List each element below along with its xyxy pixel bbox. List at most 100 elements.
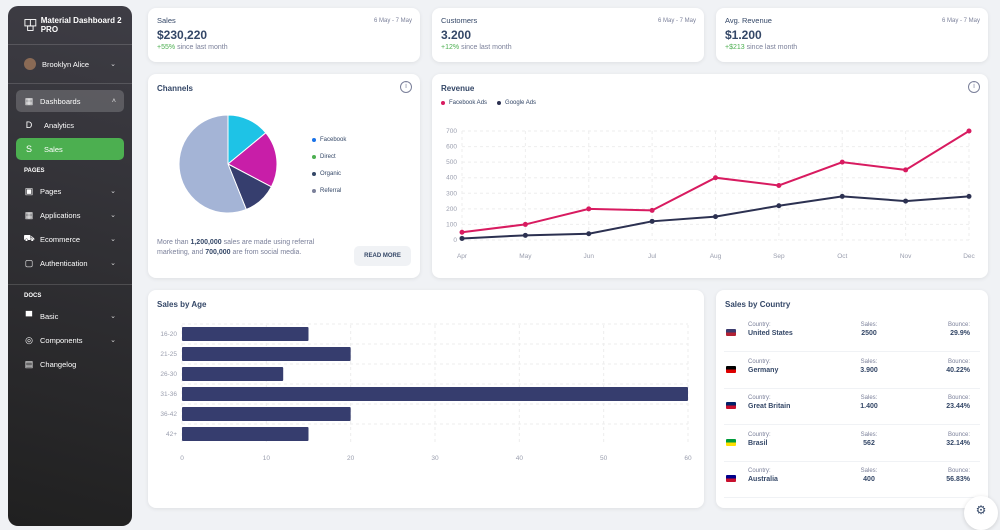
legend-dot (312, 154, 316, 159)
label: Components (40, 335, 83, 345)
y-tick-label: 26-30 (160, 371, 177, 378)
info-icon[interactable]: i (400, 81, 412, 93)
data-point (649, 207, 655, 213)
date-range[interactable]: 6 May - 7 May (941, 18, 980, 24)
sidebar-item-authentication[interactable]: ▢ Authentication ⌄ (16, 252, 124, 274)
legend-item: Organic (312, 165, 346, 182)
text: are from social media. (230, 249, 302, 256)
chevron-down-icon: ⌄ (110, 313, 116, 320)
x-tick-label: Apr (457, 253, 468, 260)
sidebar-item-pages[interactable]: ▣ Pages ⌄ (16, 180, 124, 202)
country: Great Britain (748, 403, 791, 410)
sidebar-item-applications[interactable]: ▦ Applications ⌄ (16, 204, 124, 226)
country: United States (748, 330, 793, 337)
label: Analytics (44, 120, 75, 130)
data-point (966, 128, 972, 134)
text-bold: 1,200,000 (190, 239, 222, 246)
chevron-down-icon: ⌄ (110, 260, 116, 267)
data-point (522, 221, 528, 227)
country-row: Country: United States Sales: 2500 Bounce:… (724, 316, 980, 352)
bounce-cell: Bounce: 32.14% (946, 432, 970, 447)
flag-icon (726, 365, 736, 373)
pie-legend: Facebook Direct Organic Referral (312, 131, 346, 199)
label: Sales: (860, 322, 878, 328)
label: Sales: (860, 468, 878, 474)
sidebar-item-sales[interactable]: S Sales (16, 138, 124, 160)
chevron-down-icon: ⌄ (110, 236, 116, 243)
x-tick-label: 60 (684, 455, 692, 462)
data-point (839, 159, 845, 165)
date-range[interactable]: 6 May - 7 May (657, 18, 696, 24)
sidebar-item-ecommerce[interactable]: ⛟ Ecommerce ⌄ (16, 228, 124, 250)
text: sales are made using referral marketing,… (157, 239, 315, 256)
data-point (713, 214, 718, 220)
legend-label: Direct (320, 153, 336, 160)
y-tick-label: 300 (446, 190, 457, 197)
chevron-down-icon: ⌄ (110, 61, 116, 68)
sales-cell: Sales: 400 (849, 468, 889, 483)
country: Germany (748, 366, 779, 374)
bar (182, 327, 309, 341)
bar (182, 407, 351, 421)
sidebar-item-dashboards[interactable]: ▦ Dashboards ˄ (16, 90, 124, 112)
brand-name: Material Dashboard 2 PRO (40, 16, 122, 34)
label: Country: (748, 468, 771, 474)
legend-dot (312, 188, 316, 193)
flag-icon (726, 475, 736, 482)
brand[interactable]: Material Dashboard 2 PRO (8, 6, 132, 44)
chevron-up-icon: ˄ (111, 97, 116, 105)
y-tick-label: 42+ (166, 431, 177, 438)
bounce: 40.22% (946, 366, 970, 374)
country-row: Country: Great Britain Sales: 1.400 Bounce… (724, 389, 980, 425)
country-row: Country: Germany Sales: 3.900 Bounce: 40.22… (724, 353, 980, 389)
country-row: Country: Australia Sales: 400 Bounce: 56.83… (724, 462, 980, 498)
legend-dot (312, 137, 316, 142)
data-point (522, 232, 528, 238)
revenue-line-chart: 0 100 200 300 400 500 600 700 Apr May Jun Jul Aug Sep… (446, 128, 975, 260)
x-tick-label: 30 (431, 455, 439, 462)
sidebar-item-basic[interactable]: ▀ Basic ⌄ (16, 305, 124, 327)
x-tick-label: Jun (584, 253, 595, 260)
change-text: since last month (461, 44, 512, 51)
read-more-button[interactable]: READ MORE (354, 246, 411, 266)
avatar (24, 58, 36, 70)
chevron-down-icon: ⌄ (110, 337, 116, 344)
legend-label: Organic (320, 170, 342, 177)
country-cell: Country: Germany (748, 359, 778, 374)
text: More than (157, 239, 191, 246)
bounce: 32.14% (946, 439, 970, 447)
x-tick-label: Sep (773, 253, 785, 260)
country-cell: Country: Great Britain (748, 395, 790, 410)
divider (8, 83, 132, 84)
sales: 562 (863, 439, 875, 447)
date-range[interactable]: 6 May - 7 May (373, 18, 412, 24)
flag-icon (726, 402, 736, 409)
pie-chart (178, 114, 278, 214)
legend-item: Google Ads (497, 94, 536, 111)
sidebar-item-changelog[interactable]: ▤ Changelog (16, 353, 124, 375)
stat-change: +55% since last month (157, 44, 228, 51)
receipt-icon: ▤ (24, 358, 34, 369)
y-tick-label: 200 (446, 206, 457, 213)
bounce: 56.83% (946, 476, 970, 483)
chevron-down-icon: ⌄ (110, 212, 116, 219)
settings-gear-icon[interactable]: ⚙ (964, 496, 998, 530)
bounce: 23.44% (946, 403, 970, 410)
y-tick-label: 16-20 (160, 331, 177, 338)
change-text: since last month (746, 44, 798, 51)
x-tick-label: Aug (710, 253, 722, 260)
label: Country: (748, 358, 771, 365)
label: Country: (748, 395, 771, 401)
country-row: Country: Brasil Sales: 562 Bounce: 32.14% (724, 426, 980, 462)
label: Applications (40, 210, 81, 220)
bounce: 29.9% (950, 330, 970, 337)
label: Changelog (40, 359, 77, 369)
x-tick-label: 40 (516, 455, 524, 462)
info-icon[interactable]: i (968, 81, 980, 93)
y-tick-label: 0 (453, 237, 457, 244)
x-tick-label: 10 (263, 455, 271, 462)
sidebar-item-components[interactable]: ◎ Components ⌄ (16, 329, 124, 351)
user-menu[interactable]: Brooklyn Alice ⌄ (16, 53, 124, 75)
sidebar-item-analytics[interactable]: D Analytics (16, 114, 124, 136)
change-text: since last month (177, 44, 228, 51)
